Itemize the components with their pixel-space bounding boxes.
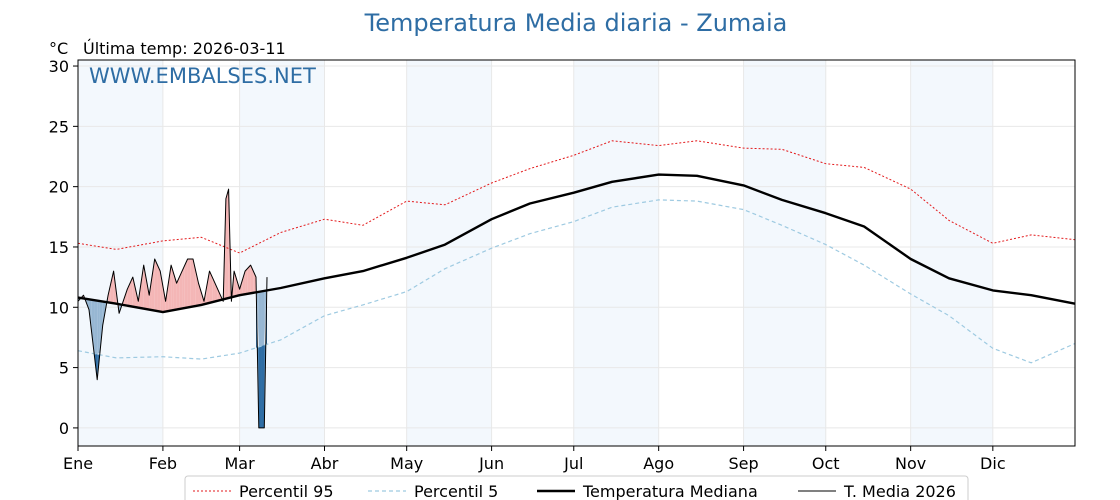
x-tick-label: Ene — [63, 454, 93, 473]
month-band — [573, 60, 659, 446]
warm-anomaly — [140, 265, 144, 309]
chart-title: Temperatura Media diaria - Zumaia — [364, 9, 788, 37]
y-tick-label: 0 — [59, 419, 69, 438]
warm-anomaly — [234, 271, 237, 297]
legend-label: T. Media 2026 — [843, 482, 956, 500]
warm-anomaly — [143, 265, 147, 310]
warm-anomaly — [187, 259, 191, 308]
legend-box — [184, 475, 969, 500]
x-tick-label: Jul — [563, 454, 583, 473]
x-tick-label: Sep — [729, 454, 759, 473]
warm-anomaly — [124, 289, 128, 306]
warm-anomaly — [154, 259, 158, 312]
x-tick-label: Feb — [149, 454, 177, 473]
warm-anomaly — [176, 277, 180, 310]
x-tick-label: Jun — [478, 454, 504, 473]
warm-anomaly — [247, 265, 251, 294]
warm-anomaly — [130, 277, 133, 307]
warm-anomaly — [225, 189, 229, 299]
y-axis: 0 5 10 15 20 25 30 — [49, 57, 78, 438]
month-band — [910, 60, 993, 446]
legend-label: Temperatura Mediana — [582, 482, 758, 500]
unit-label: °C — [49, 39, 68, 58]
watermark: WWW.EMBALSES.NET — [89, 64, 316, 88]
cold-anomaly — [94, 300, 98, 355]
y-tick-label: 20 — [49, 178, 69, 197]
warm-anomaly — [212, 277, 215, 303]
y-tick-label: 30 — [49, 57, 69, 76]
warm-anomaly — [132, 277, 136, 308]
y-tick-label: 15 — [49, 238, 69, 257]
legend: Percentil 95 Percentil 5 Temperatura Media… — [184, 475, 969, 500]
x-tick-label: Abr — [311, 454, 339, 473]
x-axis: Ene Feb Mar Abr May Jun Jul Ago Sep Oct Nov Dic — [63, 446, 1006, 473]
warm-anomaly — [209, 271, 213, 303]
warm-anomaly — [110, 271, 114, 304]
warm-anomaly — [217, 289, 221, 301]
last-temp-label: Última temp: 2026-03-11 — [83, 39, 286, 58]
cold-anomaly — [99, 301, 103, 353]
plot-frame — [77, 59, 1076, 447]
warm-anomaly — [127, 283, 131, 307]
warm-anomaly — [168, 265, 172, 312]
warm-anomaly — [179, 271, 183, 310]
warm-anomaly — [184, 259, 188, 308]
warm-anomaly — [190, 259, 194, 307]
cold-anomaly — [261, 290, 265, 347]
cold-anomaly — [91, 299, 95, 354]
legend-label: Percentil 95 — [239, 482, 334, 500]
warm-anomaly — [245, 268, 248, 295]
warm-anomaly — [171, 265, 174, 311]
cold-anomaly — [97, 300, 100, 355]
warm-anomaly — [242, 271, 246, 295]
grid-lines — [77, 60, 1075, 446]
warm-anomaly — [173, 274, 177, 311]
warm-anomaly — [250, 265, 254, 294]
y-tick-label: 10 — [49, 298, 69, 317]
x-tick-label: May — [390, 454, 423, 473]
series-line — [77, 173, 1076, 314]
warm-anomaly — [198, 283, 202, 306]
y-tick-label: 25 — [49, 117, 69, 136]
x-tick-label: Nov — [895, 454, 926, 473]
warm-anomaly — [195, 271, 199, 306]
month-band — [743, 60, 826, 446]
legend-label: Percentil 5 — [414, 482, 498, 500]
warm-anomaly — [160, 271, 163, 313]
warm-anomaly — [193, 259, 196, 307]
y-tick-label: 5 — [59, 359, 69, 378]
warm-anomaly — [151, 259, 155, 311]
warm-anomaly — [157, 265, 161, 312]
x-tick-label: Ago — [643, 454, 674, 473]
series-line — [77, 199, 1076, 364]
warm-anomaly — [149, 277, 152, 311]
x-tick-label: Oct — [812, 454, 840, 473]
warm-anomaly — [206, 271, 210, 304]
series-line — [77, 188, 268, 429]
warm-anomaly — [182, 265, 185, 309]
cold-anomaly — [258, 291, 262, 347]
x-tick-label: Dic — [980, 454, 1006, 473]
extreme-cold-anomaly — [261, 345, 265, 428]
warm-anomaly — [146, 280, 150, 310]
series-lines — [77, 140, 1076, 429]
x-tick-label: Mar — [225, 454, 256, 473]
month-bands — [78, 60, 993, 446]
month-band — [239, 60, 325, 446]
month-band — [78, 60, 163, 446]
extreme-cold-anomaly — [258, 346, 262, 428]
